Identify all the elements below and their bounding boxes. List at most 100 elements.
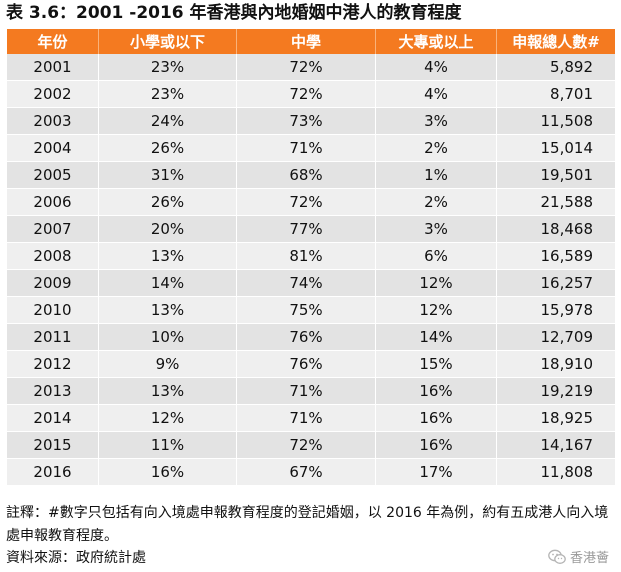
- education-table: 年份 小學或以下 中學 大專或以上 申報總人數# 2001 23% 72% 4% 5,8…: [7, 29, 615, 486]
- cell-tertiary-or-above: 12%: [376, 297, 497, 324]
- cell-total-reported: 15,014: [497, 135, 615, 162]
- cell-primary-or-below: 16%: [99, 459, 237, 486]
- table-row: 2008 13% 81% 6% 16,589: [7, 243, 615, 270]
- footnote: 註釋：#數字只包括有向入境處申報教育程度的登記婚姻，以 2016 年為例，約有五…: [6, 505, 609, 544]
- table-row: 2014 12% 71% 16% 18,925: [7, 405, 615, 432]
- cell-secondary: 71%: [237, 378, 376, 405]
- table-row: 2001 23% 72% 4% 5,892: [7, 54, 615, 81]
- cell-primary-or-below: 13%: [99, 243, 237, 270]
- cell-total-reported: 16,589: [497, 243, 615, 270]
- cell-total-reported: 18,468: [497, 216, 615, 243]
- table-row: 2003 24% 73% 3% 11,508: [7, 108, 615, 135]
- watermark: 香港薈: [548, 547, 609, 566]
- cell-primary-or-below: 10%: [99, 324, 237, 351]
- table-row: 2015 11% 72% 16% 14,167: [7, 432, 615, 459]
- cell-secondary: 77%: [237, 216, 376, 243]
- cell-primary-or-below: 13%: [99, 378, 237, 405]
- cell-secondary: 81%: [237, 243, 376, 270]
- cell-secondary: 76%: [237, 351, 376, 378]
- cell-year: 2010: [7, 297, 99, 324]
- cell-primary-or-below: 23%: [99, 81, 237, 108]
- column-header-secondary: 中學: [237, 29, 376, 54]
- table-row: 2013 13% 71% 16% 19,219: [7, 378, 615, 405]
- cell-secondary: 72%: [237, 189, 376, 216]
- table-row: 2016 16% 67% 17% 11,808: [7, 459, 615, 486]
- column-header-primary-or-below: 小學或以下: [99, 29, 237, 54]
- cell-secondary: 72%: [237, 54, 376, 81]
- table-header-row: 年份 小學或以下 中學 大專或以上 申報總人數#: [7, 29, 615, 54]
- column-header-year: 年份: [7, 29, 99, 54]
- cell-total-reported: 11,508: [497, 108, 615, 135]
- table-row: 2007 20% 77% 3% 18,468: [7, 216, 615, 243]
- cell-secondary: 68%: [237, 162, 376, 189]
- cell-secondary: 72%: [237, 81, 376, 108]
- cell-total-reported: 5,892: [497, 54, 615, 81]
- cell-primary-or-below: 26%: [99, 135, 237, 162]
- table-title: 表 3.6：2001 -2016 年香港與內地婚姻中港人的教育程度: [6, 3, 462, 23]
- cell-primary-or-below: 20%: [99, 216, 237, 243]
- cell-total-reported: 16,257: [497, 270, 615, 297]
- cell-year: 2011: [7, 324, 99, 351]
- cell-tertiary-or-above: 4%: [376, 54, 497, 81]
- cell-primary-or-below: 12%: [99, 405, 237, 432]
- cell-secondary: 75%: [237, 297, 376, 324]
- cell-tertiary-or-above: 16%: [376, 378, 497, 405]
- cell-total-reported: 15,978: [497, 297, 615, 324]
- table-row: 2006 26% 72% 2% 21,588: [7, 189, 615, 216]
- cell-primary-or-below: 24%: [99, 108, 237, 135]
- cell-tertiary-or-above: 6%: [376, 243, 497, 270]
- cell-primary-or-below: 11%: [99, 432, 237, 459]
- cell-year: 2009: [7, 270, 99, 297]
- cell-secondary: 71%: [237, 405, 376, 432]
- cell-primary-or-below: 14%: [99, 270, 237, 297]
- cell-tertiary-or-above: 12%: [376, 270, 497, 297]
- cell-year: 2004: [7, 135, 99, 162]
- table-row: 2005 31% 68% 1% 19,501: [7, 162, 615, 189]
- table-body: 2001 23% 72% 4% 5,892 2002 23% 72% 4% 8,701 2003 24…: [7, 54, 615, 486]
- cell-year: 2006: [7, 189, 99, 216]
- cell-secondary: 67%: [237, 459, 376, 486]
- cell-tertiary-or-above: 16%: [376, 432, 497, 459]
- cell-year: 2003: [7, 108, 99, 135]
- cell-tertiary-or-above: 14%: [376, 324, 497, 351]
- cell-total-reported: 12,709: [497, 324, 615, 351]
- cell-year: 2013: [7, 378, 99, 405]
- cell-total-reported: 18,925: [497, 405, 615, 432]
- cell-year: 2002: [7, 81, 99, 108]
- cell-year: 2005: [7, 162, 99, 189]
- data-source: 資料來源：政府統計處: [6, 550, 146, 566]
- table-row: 2010 13% 75% 12% 15,978: [7, 297, 615, 324]
- cell-secondary: 76%: [237, 324, 376, 351]
- cell-total-reported: 18,910: [497, 351, 615, 378]
- cell-tertiary-or-above: 4%: [376, 81, 497, 108]
- cell-year: 2001: [7, 54, 99, 81]
- cell-secondary: 71%: [237, 135, 376, 162]
- cell-year: 2016: [7, 459, 99, 486]
- cell-primary-or-below: 26%: [99, 189, 237, 216]
- cell-year: 2014: [7, 405, 99, 432]
- cell-tertiary-or-above: 2%: [376, 189, 497, 216]
- cell-tertiary-or-above: 17%: [376, 459, 497, 486]
- cell-total-reported: 19,501: [497, 162, 615, 189]
- table-row: 2004 26% 71% 2% 15,014: [7, 135, 615, 162]
- cell-primary-or-below: 23%: [99, 54, 237, 81]
- cell-total-reported: 21,588: [497, 189, 615, 216]
- cell-tertiary-or-above: 1%: [376, 162, 497, 189]
- cell-secondary: 74%: [237, 270, 376, 297]
- column-header-tertiary-or-above: 大專或以上: [376, 29, 497, 54]
- cell-tertiary-or-above: 3%: [376, 108, 497, 135]
- cell-year: 2007: [7, 216, 99, 243]
- cell-total-reported: 14,167: [497, 432, 615, 459]
- watermark-text: 香港薈: [569, 551, 609, 566]
- wechat-icon: [548, 549, 566, 564]
- table-row: 2009 14% 74% 12% 16,257: [7, 270, 615, 297]
- cell-tertiary-or-above: 15%: [376, 351, 497, 378]
- cell-total-reported: 8,701: [497, 81, 615, 108]
- cell-total-reported: 11,808: [497, 459, 615, 486]
- table-row: 2002 23% 72% 4% 8,701: [7, 81, 615, 108]
- table-row: 2012 9% 76% 15% 18,910: [7, 351, 615, 378]
- column-header-total-reported: 申報總人數#: [497, 29, 615, 54]
- cell-secondary: 73%: [237, 108, 376, 135]
- cell-primary-or-below: 9%: [99, 351, 237, 378]
- cell-year: 2008: [7, 243, 99, 270]
